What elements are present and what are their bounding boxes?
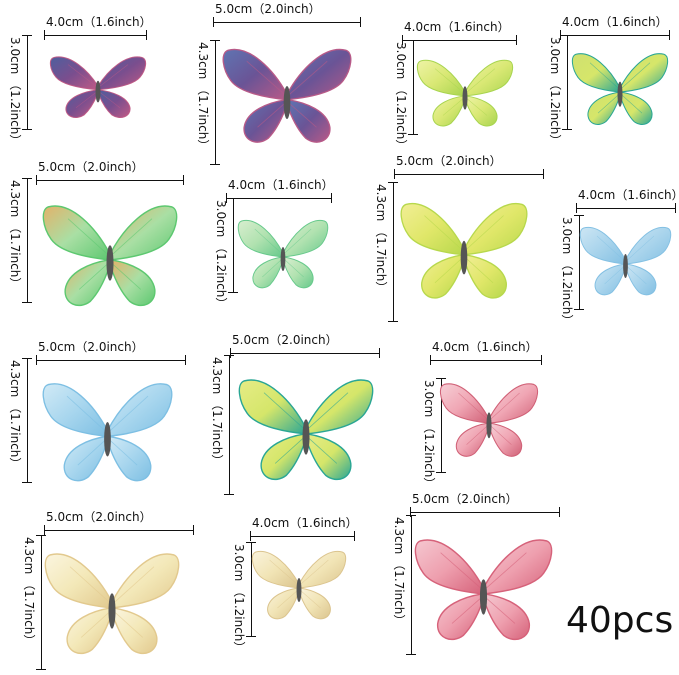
- width-dimension-line: [36, 175, 184, 185]
- butterfly-image: [40, 198, 180, 320]
- butterfly-icon: [222, 48, 352, 143]
- butterfly-image: [578, 222, 673, 306]
- width-dimension-line: [213, 17, 361, 27]
- width-label: 4.0cm（1.6inch）: [432, 340, 538, 354]
- width-dimension-line: [560, 30, 670, 40]
- butterfly-icon: [42, 383, 173, 482]
- height-label: 3.0cm （1.2inch）: [548, 37, 562, 147]
- butterfly-image: [40, 376, 175, 495]
- height-label: 4.3cm （1.7inch）: [22, 537, 36, 647]
- height-dimension-line: [436, 378, 446, 473]
- width-label: 5.0cm（2.0inch）: [38, 160, 144, 174]
- width-label: 5.0cm（2.0inch）: [46, 510, 152, 524]
- width-label: 5.0cm（2.0inch）: [215, 2, 321, 16]
- height-label: 3.0cm （1.2inch）: [214, 200, 228, 310]
- width-dimension-line: [230, 348, 380, 358]
- height-label: 4.3cm （1.7inch）: [8, 360, 22, 470]
- height-dimension-line: [36, 535, 46, 670]
- butterfly-image: [42, 546, 182, 668]
- height-dimension-line: [22, 358, 32, 483]
- butterfly-image: [250, 546, 348, 630]
- butterfly-image: [438, 378, 540, 468]
- width-dimension-line: [394, 169, 544, 179]
- butterfly-icon: [44, 553, 180, 655]
- width-dimension-line: [226, 193, 332, 203]
- height-label: 3.0cm （1.2inch）: [560, 217, 574, 327]
- height-dimension-line: [574, 215, 584, 310]
- count-label: 40pcs: [566, 600, 674, 641]
- butterfly-image: [236, 372, 376, 494]
- height-label: 4.3cm （1.7inch）: [8, 180, 22, 290]
- height-dimension-line: [408, 40, 418, 135]
- width-label: 4.0cm（1.6inch）: [252, 516, 358, 530]
- height-dimension-line: [406, 515, 416, 655]
- width-label: 4.0cm（1.6inch）: [578, 188, 679, 202]
- height-dimension-line: [228, 198, 238, 293]
- height-label: 3.0cm （1.2inch）: [232, 544, 246, 654]
- height-dimension-line: [388, 182, 398, 322]
- width-dimension-line: [576, 203, 676, 213]
- width-dimension-line: [44, 525, 194, 535]
- butterfly-icon: [579, 226, 672, 296]
- butterfly-icon: [42, 205, 178, 307]
- width-dimension-line: [402, 35, 517, 45]
- width-dimension-line: [430, 355, 542, 365]
- butterfly-image: [412, 532, 555, 654]
- width-dimension-line: [36, 355, 186, 365]
- height-label: 3.0cm （1.2inch）: [394, 42, 408, 152]
- width-dimension-line: [250, 531, 355, 541]
- butterfly-image: [220, 42, 354, 156]
- width-label: 4.0cm（1.6inch）: [404, 20, 510, 34]
- height-label: 3.0cm （1.2inch）: [422, 380, 436, 490]
- width-label: 5.0cm（2.0inch）: [232, 333, 338, 347]
- width-label: 5.0cm（2.0inch）: [412, 492, 518, 506]
- height-dimension-line: [562, 35, 572, 130]
- butterfly-icon: [414, 539, 553, 641]
- height-label: 4.3cm （1.7inch）: [196, 42, 210, 152]
- butterfly-image: [48, 52, 148, 128]
- height-label: 4.3cm （1.7inch）: [392, 517, 406, 627]
- width-label: 4.0cm（1.6inch）: [228, 178, 334, 192]
- butterfly-image: [570, 48, 670, 136]
- width-label: 5.0cm（2.0inch）: [396, 154, 502, 168]
- height-dimension-line: [22, 178, 32, 303]
- butterfly-image: [236, 215, 330, 299]
- butterfly-icon: [251, 550, 347, 620]
- height-dimension-line: [22, 35, 32, 130]
- butterfly-icon: [238, 379, 374, 481]
- height-label: 3.0cm （1.2inch）: [8, 37, 22, 147]
- width-label: 4.0cm（1.6inch）: [46, 15, 152, 29]
- butterfly-image: [415, 55, 515, 137]
- width-label: 4.0cm（1.6inch）: [562, 15, 668, 29]
- butterfly-icon: [49, 56, 147, 118]
- butterfly-icon: [400, 202, 528, 299]
- height-dimension-line: [224, 355, 234, 495]
- height-label: 4.3cm （1.7inch）: [374, 184, 388, 294]
- height-dimension-line: [246, 542, 256, 637]
- butterfly-icon: [439, 383, 539, 457]
- height-label: 4.3cm （1.7inch）: [210, 357, 224, 467]
- width-label: 5.0cm（2.0inch）: [38, 340, 144, 354]
- butterfly-icon: [416, 59, 514, 127]
- butterfly-image: [398, 196, 530, 312]
- butterfly-icon: [237, 219, 329, 289]
- width-dimension-line: [44, 30, 147, 40]
- butterfly-icon: [571, 53, 669, 125]
- height-dimension-line: [210, 40, 220, 165]
- width-dimension-line: [410, 507, 560, 517]
